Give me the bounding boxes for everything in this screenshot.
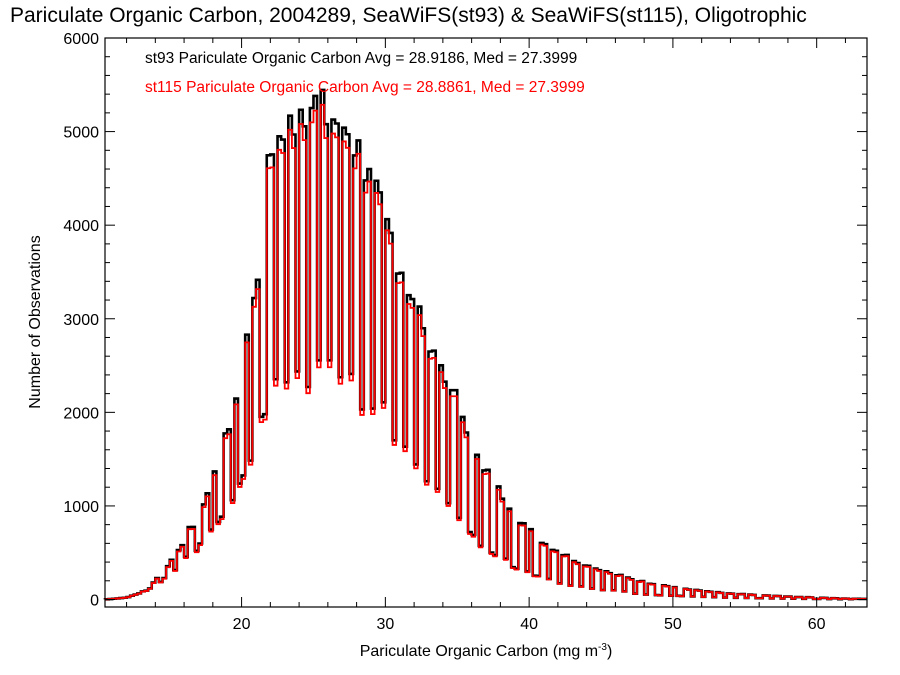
y-tick-label: 3000 <box>63 312 99 329</box>
plot-area <box>103 88 867 601</box>
x-axis-label-main: Pariculate Organic Carbon (mg m <box>360 643 598 660</box>
legend-entry-st115: st115 Pariculate Organic Carbon Avg = 28… <box>145 79 585 96</box>
y-tick-label: 5000 <box>63 125 99 142</box>
legend-entry-st93: st93 Pariculate Organic Carbon Avg = 28.… <box>145 50 577 67</box>
x-tick-label: 20 <box>233 616 251 633</box>
x-tick-label: 40 <box>520 616 538 633</box>
chart-title: Pariculate Organic Carbon, 2004289, SeaW… <box>10 4 807 27</box>
y-tick-label: 2000 <box>63 405 99 422</box>
x-tick-label: 30 <box>376 616 394 633</box>
axis-ticks <box>105 37 867 607</box>
x-axis-label-superscript: -3 <box>598 642 607 653</box>
y-tick-label: 0 <box>90 593 99 610</box>
x-axis-label: Pariculate Organic Carbon (mg m-3) <box>360 642 613 660</box>
y-axis-label: Number of Observations <box>27 235 44 408</box>
y-tick-label: 4000 <box>63 218 99 235</box>
plot-frame <box>104 37 868 608</box>
x-tick-label: 60 <box>808 616 826 633</box>
y-tick-label: 6000 <box>63 31 99 48</box>
series-st115 <box>104 103 867 601</box>
x-axis-label-close: ) <box>607 643 612 660</box>
y-tick-label: 1000 <box>63 499 99 516</box>
x-tick-label: 50 <box>664 616 682 633</box>
